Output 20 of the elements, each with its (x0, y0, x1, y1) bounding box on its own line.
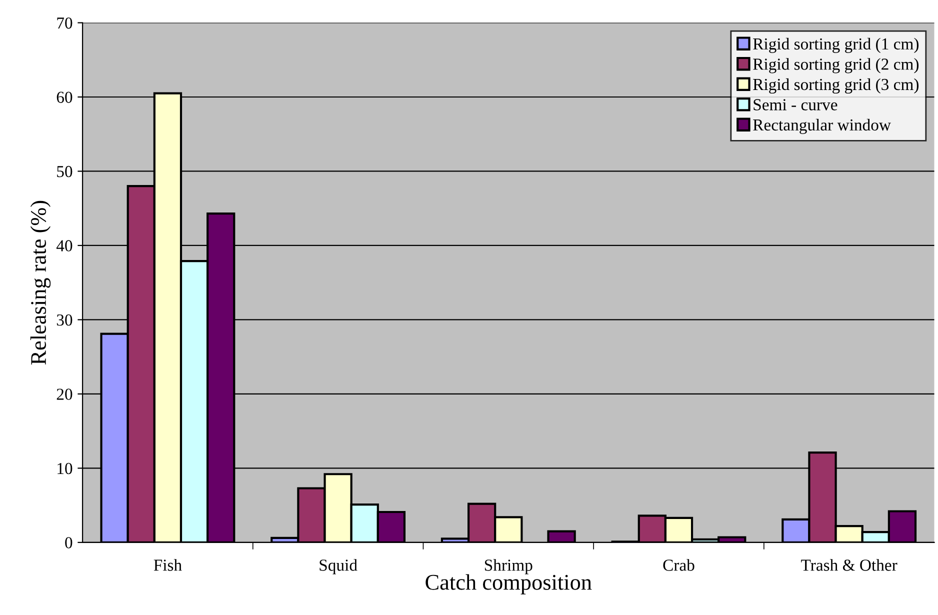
legend-label: Rigid sorting grid (2 cm) (753, 58, 919, 74)
x-tick-label: Shrimp (484, 559, 532, 574)
legend-label: Rectangular window (753, 118, 891, 134)
y-tick-label: 60 (56, 92, 72, 103)
x-tick-label: Crab (663, 559, 694, 571)
legend-label: Semi - curve (754, 99, 838, 110)
y-tick-label: 40 (56, 240, 72, 252)
y-axis-title: Releasing rate (%) (30, 200, 51, 365)
y-tick-label: 50 (57, 166, 72, 178)
y-tick-label: 20 (56, 388, 72, 400)
legend-label: Rigid sorting grid (3 cm) (753, 78, 919, 94)
x-axis-title: Catch composition (426, 574, 592, 594)
x-tick-label: Squid (320, 559, 358, 574)
y-tick-label: 0 (65, 537, 72, 548)
x-tick-label: Fish (154, 559, 182, 571)
y-tick-label: 70 (57, 17, 72, 29)
y-tick-label: 10 (58, 462, 72, 474)
x-tick-label: Trash & Other (801, 559, 898, 571)
legend-label: Rigid sorting grid (1 cm) (753, 38, 919, 54)
y-tick-label: 30 (56, 314, 72, 326)
